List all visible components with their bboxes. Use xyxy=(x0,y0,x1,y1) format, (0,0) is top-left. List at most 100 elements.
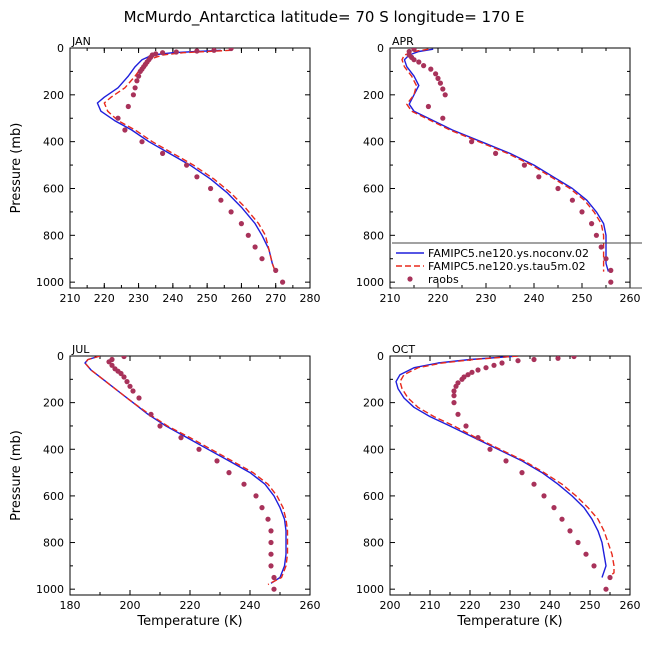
raobs-point xyxy=(173,49,179,55)
raobs-point xyxy=(132,85,138,91)
raobs-point xyxy=(555,185,561,192)
x-tick-label: 210 xyxy=(60,292,81,305)
x-tick-label: 260 xyxy=(620,599,641,612)
raobs-point xyxy=(531,356,537,363)
raobs-point xyxy=(591,563,597,569)
y-tick-label: 800 xyxy=(363,537,384,550)
raobs-point xyxy=(551,505,557,511)
y-tick-label: 800 xyxy=(43,229,64,242)
raobs-point xyxy=(425,103,431,110)
raobs-point xyxy=(136,73,142,79)
plot-frame xyxy=(69,47,311,289)
raobs-point xyxy=(106,359,112,365)
y-tick-label: 600 xyxy=(43,490,64,503)
y-tick-label: 0 xyxy=(377,350,384,363)
raobs-point xyxy=(575,539,581,546)
raobs-point xyxy=(469,139,475,145)
raobs-point xyxy=(493,150,499,156)
legend: FAMIPC5.ne120.ys.noconv.02FAMIPC5.ne120.… xyxy=(392,242,642,289)
raobs-point xyxy=(459,376,465,382)
raobs-point xyxy=(115,115,121,121)
raobs-point xyxy=(259,256,265,262)
y-tick-label: 400 xyxy=(363,443,384,456)
raobs-point xyxy=(571,356,577,360)
raobs-point xyxy=(268,539,274,546)
raobs-point xyxy=(437,80,443,86)
raobs-point xyxy=(253,493,259,499)
series-line-noconv xyxy=(84,356,287,584)
raobs-point xyxy=(273,267,279,273)
raobs-point xyxy=(268,528,274,534)
x-tick-label: 250 xyxy=(580,599,601,612)
y-tick-label: 200 xyxy=(363,89,384,102)
raobs-point xyxy=(184,162,190,168)
raobs-point xyxy=(569,197,576,203)
y-tick-label: 600 xyxy=(43,182,64,195)
raobs-point xyxy=(124,379,130,385)
raobs-point xyxy=(226,470,232,476)
panel-label: JUL xyxy=(71,343,90,356)
raobs-point xyxy=(589,221,595,227)
x-tick-label: 210 xyxy=(380,292,401,305)
raobs-point xyxy=(139,139,145,145)
raobs-point xyxy=(475,367,481,373)
raobs-point xyxy=(421,63,427,69)
x-tick-label: 220 xyxy=(428,292,449,305)
panel-oct: 200 210 220 230 240 250 260 0 200 400 600 800 1000 OC… xyxy=(356,343,641,629)
raobs-point xyxy=(442,92,448,98)
raobs-point xyxy=(280,279,286,285)
y-tick-label: 200 xyxy=(363,397,384,410)
x-tick-label: 280 xyxy=(300,292,321,305)
plot-area xyxy=(96,48,286,285)
legend-swatch xyxy=(407,276,413,282)
raobs-point xyxy=(541,493,547,499)
raobs-point xyxy=(503,458,509,464)
plot-frame xyxy=(69,355,311,596)
y-tick-label: 400 xyxy=(363,136,384,149)
x-tick-label: 180 xyxy=(60,599,81,612)
raobs-point xyxy=(228,48,234,52)
raobs-point xyxy=(136,395,142,401)
y-tick-label: 1000 xyxy=(36,583,64,596)
raobs-point xyxy=(125,103,131,110)
raobs-point xyxy=(475,435,481,441)
raobs-point xyxy=(160,50,166,56)
raobs-point xyxy=(499,360,505,366)
raobs-point xyxy=(122,127,128,133)
y-tick-label: 800 xyxy=(363,229,384,242)
raobs-point xyxy=(134,78,140,84)
raobs-point xyxy=(271,574,277,581)
raobs-point xyxy=(252,244,258,250)
raobs-point xyxy=(428,66,434,72)
raobs-point xyxy=(218,197,224,203)
raobs-point xyxy=(109,362,115,368)
x-axis-label: Temperature (K) xyxy=(456,614,562,629)
y-tick-label: 0 xyxy=(377,42,384,55)
panel-jul: 180 200 220 240 260 0 200 400 600 800 1000 JUL Tempe… xyxy=(9,343,321,629)
raobs-point xyxy=(130,92,136,98)
series-line-tau5m xyxy=(84,356,289,586)
raobs-point xyxy=(194,174,200,180)
x-tick-label: 270 xyxy=(265,292,286,305)
raobs-point xyxy=(241,481,247,487)
y-axis-label: Pressure (mb) xyxy=(9,430,24,521)
series-line-noconv xyxy=(395,356,607,578)
raobs-point xyxy=(271,586,277,592)
raobs-point xyxy=(178,435,184,441)
y-tick-label: 200 xyxy=(43,89,64,102)
raobs-point xyxy=(416,59,422,65)
raobs-point xyxy=(130,388,136,394)
y-tick-label: 400 xyxy=(43,443,64,456)
legend-entry: FAMIPC5.ne120.ys.tau5m.02 xyxy=(428,260,586,273)
figure-title: McMurdo_Antarctica latitude= 70 S longit… xyxy=(124,8,525,27)
x-tick-label: 200 xyxy=(120,599,141,612)
raobs-point xyxy=(451,393,457,399)
legend-entry: raobs xyxy=(428,273,459,286)
raobs-point xyxy=(515,358,521,364)
raobs-point xyxy=(208,185,214,192)
series-line-noconv xyxy=(96,49,277,274)
y-tick-label: 600 xyxy=(363,182,384,195)
series-line-tau5m xyxy=(103,49,277,274)
raobs-point xyxy=(453,383,459,389)
panel-label: OCT xyxy=(392,343,415,356)
